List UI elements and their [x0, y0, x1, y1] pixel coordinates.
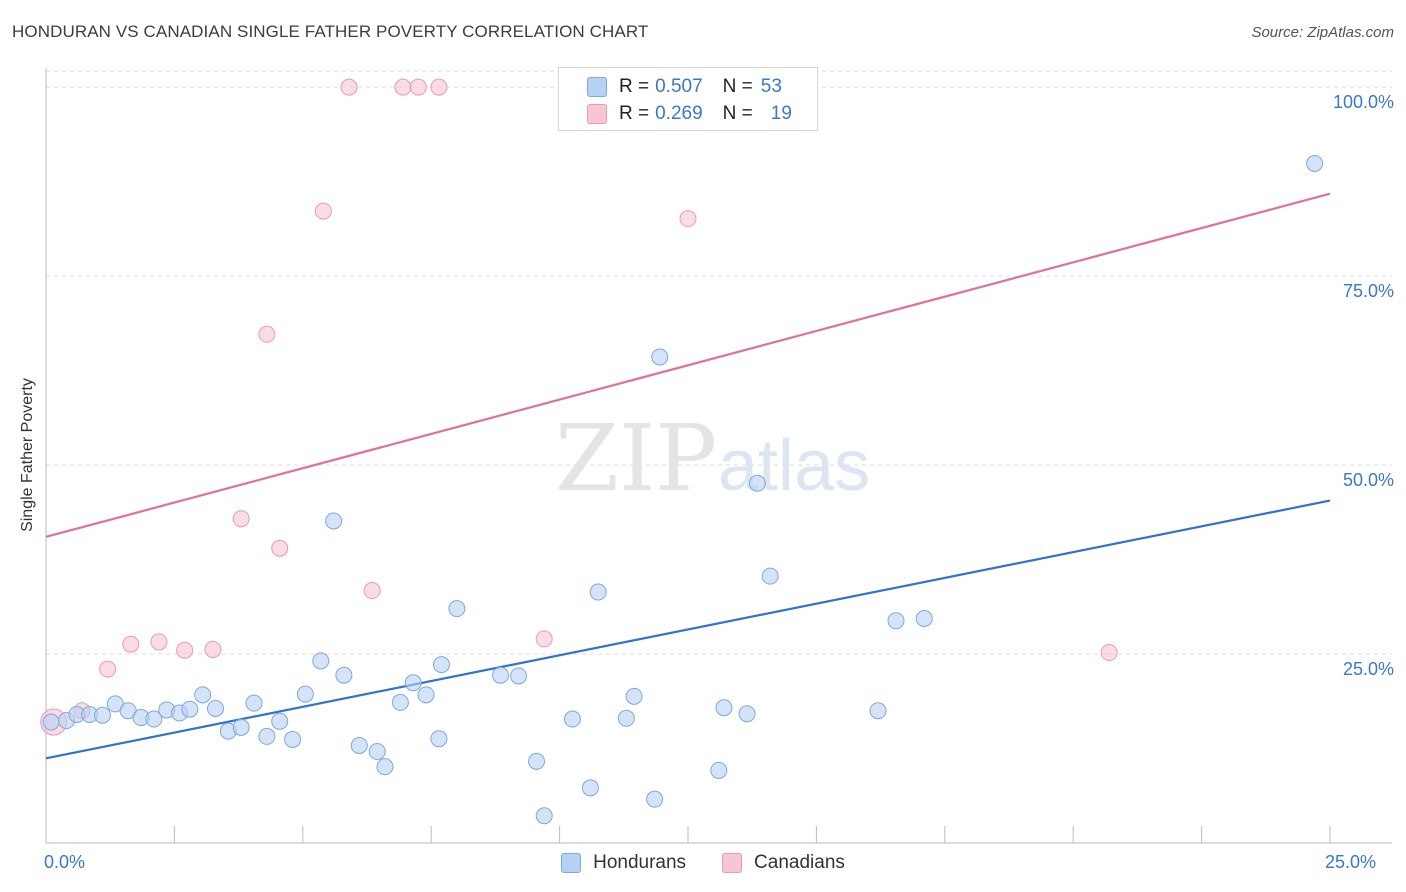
hondurans-point — [710, 761, 728, 779]
hondurans-swatch — [561, 853, 582, 873]
canadians-point — [99, 660, 117, 678]
canadians-point — [679, 210, 697, 228]
hondurans-point — [869, 702, 887, 720]
hondurans-point — [563, 710, 581, 728]
y-tick-label: 25.0% — [1342, 659, 1394, 680]
legend: R = 0.507 N = 53 R = 0.269 N = 19 — [558, 67, 818, 131]
hondurans-point — [296, 685, 314, 703]
hondurans-point — [589, 583, 607, 601]
x-tick-max: 25.0% — [1325, 852, 1377, 872]
canadians-point — [271, 539, 289, 557]
legend-n-value: 53 — [760, 76, 782, 97]
hondurans-point — [448, 600, 466, 618]
bottom-legend-hondurans: Hondurans — [561, 852, 686, 874]
hondurans-point — [527, 752, 545, 770]
canadians-label: Canadians — [754, 852, 845, 873]
hondurans-point — [1306, 154, 1324, 172]
hondurans-point — [432, 656, 450, 674]
canadians-point — [535, 630, 553, 648]
watermark-atlas: atlas — [718, 426, 870, 506]
legend-row-canadians: R = 0.269 N = 19 — [587, 102, 792, 126]
hondurans-point — [625, 687, 643, 705]
hondurans-point — [245, 694, 263, 712]
hondurans-point — [232, 718, 250, 736]
hondurans-point — [581, 779, 599, 797]
hondurans-point — [258, 727, 276, 745]
hondurans-point — [748, 474, 766, 492]
hondurans-point — [651, 348, 669, 366]
hondurans-point — [368, 743, 386, 761]
canadians-point — [232, 510, 250, 528]
hondurans-point — [194, 686, 212, 704]
hondurans-point — [535, 807, 553, 825]
canadians-point — [122, 635, 140, 653]
hondurans-point — [646, 790, 664, 808]
hondurans-point — [376, 758, 394, 776]
hondurans-point — [312, 652, 330, 670]
hondurans-point — [93, 706, 111, 724]
hondurans-point — [417, 686, 435, 704]
canadians-swatch — [722, 853, 743, 873]
canadians-point — [363, 582, 381, 600]
hondurans-point — [715, 699, 733, 717]
hondurans-point — [915, 610, 933, 628]
canadians-trend-line — [45, 192, 1331, 538]
hondurans-label: Hondurans — [593, 852, 687, 873]
hondurans-points — [42, 154, 1324, 825]
hondurans-point — [181, 700, 199, 718]
y-tick-label: 100.0% — [1332, 92, 1394, 113]
hondurans-point — [510, 667, 528, 685]
legend-r-value: 0.507 — [655, 76, 703, 97]
gridlines — [46, 70, 1392, 655]
hondurans-point — [761, 567, 779, 585]
hondurans-point — [617, 709, 635, 727]
canadians-point — [430, 78, 448, 96]
legend-n-label: N = — [722, 76, 753, 97]
hondurans-point — [492, 666, 510, 684]
chart-title: HONDURAN VS CANADIAN SINGLE FATHER POVER… — [12, 22, 649, 41]
legend-r-label: R = — [619, 103, 650, 124]
canadians-point — [150, 633, 168, 651]
hondurans-point — [391, 693, 409, 711]
legend-n-value: 19 — [770, 103, 792, 124]
canadians-point — [394, 78, 412, 96]
y-axis-label: Single Father Poverty — [19, 378, 36, 532]
hondurans-point — [404, 674, 422, 692]
source-credit: Source: ZipAtlas.com — [1251, 24, 1394, 41]
legend-r-label: R = — [619, 76, 650, 97]
canadians-point — [258, 325, 276, 343]
canadians-point — [176, 641, 194, 659]
hondurans-point — [206, 699, 224, 717]
legend-r-value: 0.269 — [655, 103, 703, 124]
canadians-point — [204, 640, 222, 658]
hondurans-point — [271, 712, 289, 730]
canadians-point — [314, 202, 332, 220]
hondurans-swatch — [587, 77, 607, 97]
hondurans-point — [887, 612, 905, 630]
canadians-point — [340, 78, 358, 96]
hondurans-trend-line — [45, 499, 1331, 760]
hondurans-point — [284, 730, 302, 748]
hondurans-point — [42, 713, 60, 731]
canadians-point — [409, 78, 427, 96]
trend-lines — [45, 192, 1331, 760]
canadians-swatch — [587, 104, 607, 124]
legend-n-label: N = — [722, 103, 753, 124]
watermark-zip: ZIP — [555, 405, 717, 512]
canadians-point — [1100, 644, 1118, 662]
y-tick-label: 50.0% — [1342, 470, 1394, 491]
legend-row-hondurans: R = 0.507 N = 53 — [587, 75, 782, 99]
hondurans-point — [145, 710, 163, 728]
hondurans-point — [335, 666, 353, 684]
x-tick-min: 0.0% — [44, 852, 86, 872]
bottom-legend: Hondurans Canadians — [0, 852, 1406, 874]
hondurans-point — [325, 512, 343, 530]
y-tick-label: 75.0% — [1342, 281, 1394, 302]
watermark: ZIP atlas — [555, 405, 870, 512]
hondurans-point — [430, 730, 448, 748]
bottom-legend-canadians: Canadians — [722, 852, 845, 874]
hondurans-point — [350, 736, 368, 754]
hondurans-point — [738, 705, 756, 723]
